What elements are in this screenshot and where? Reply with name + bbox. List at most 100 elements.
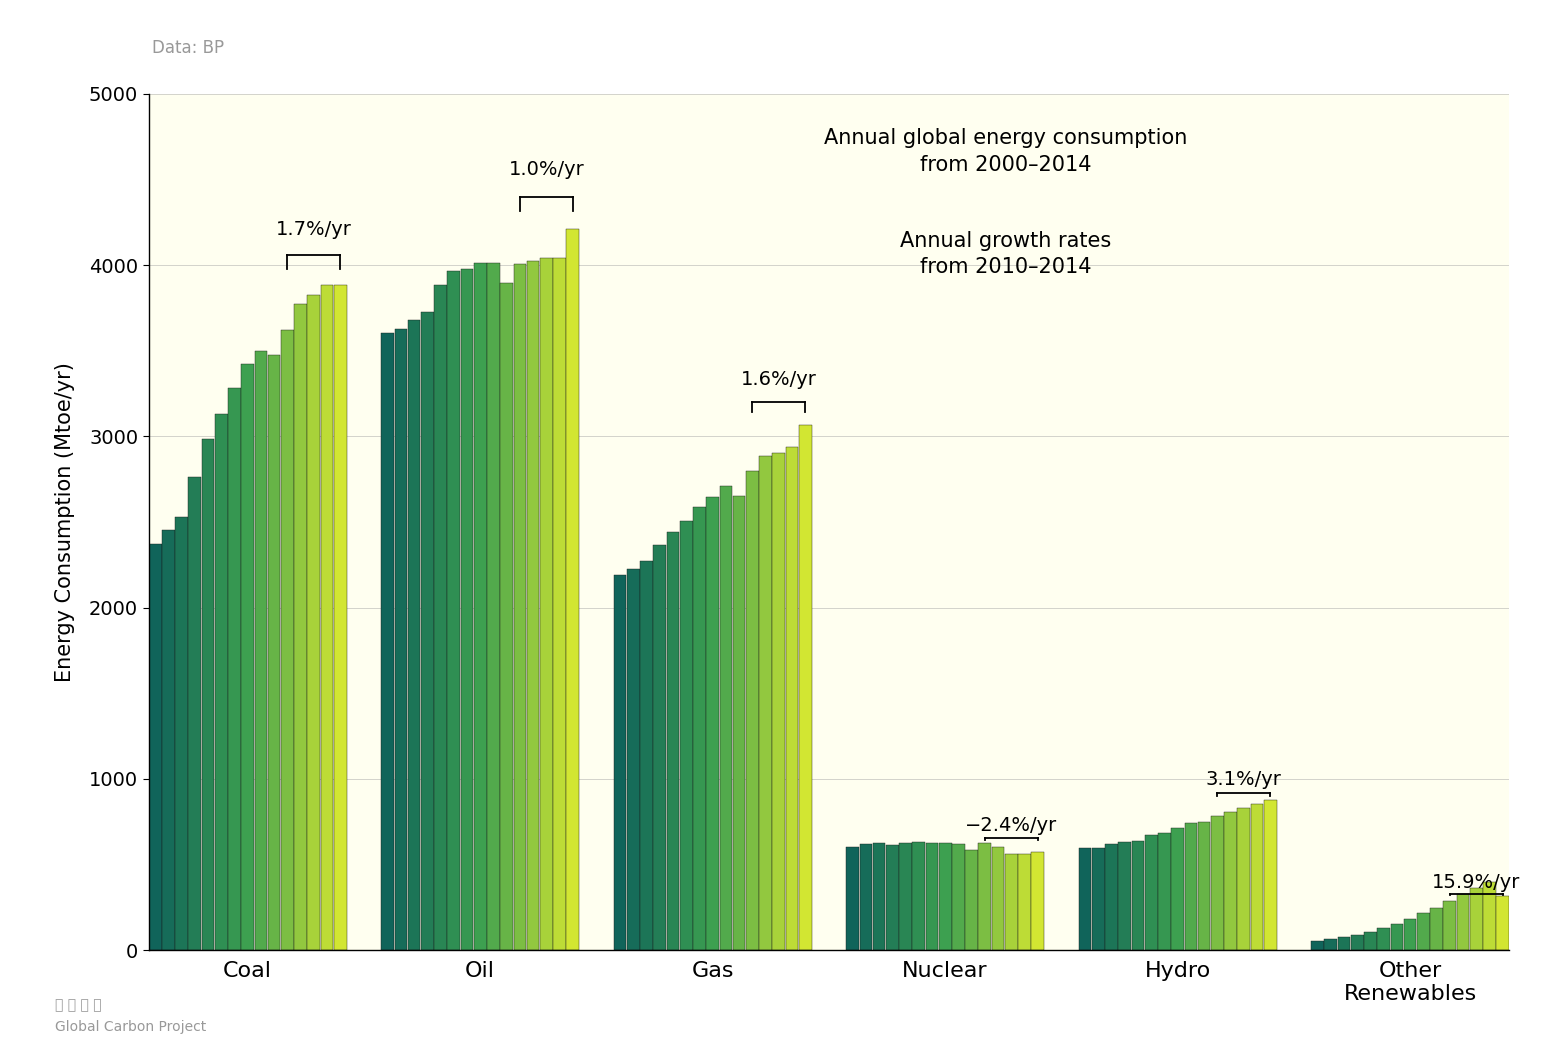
Bar	[1417, 914, 1429, 950]
Text: 1.6%/yr: 1.6%/yr	[741, 370, 816, 388]
Bar	[1404, 919, 1417, 950]
Bar	[912, 843, 924, 950]
Bar	[1378, 928, 1390, 950]
Bar	[202, 440, 214, 950]
Bar	[666, 532, 679, 950]
Bar	[308, 294, 321, 950]
Y-axis label: Energy Consumption (Mtoe/yr): Energy Consumption (Mtoe/yr)	[55, 362, 75, 682]
Text: Ⓒ ⓘ Ⓢ Ⓒ: Ⓒ ⓘ Ⓢ Ⓒ	[55, 999, 102, 1013]
Bar	[500, 283, 513, 950]
Bar	[527, 261, 540, 950]
Bar	[421, 312, 433, 950]
Bar	[734, 496, 746, 950]
Text: Global Carbon Project: Global Carbon Project	[55, 1020, 206, 1034]
Bar	[1456, 894, 1469, 950]
Bar	[1429, 908, 1444, 950]
Bar	[1364, 931, 1376, 950]
Bar	[979, 843, 992, 950]
Text: 15.9%/yr: 15.9%/yr	[1433, 873, 1520, 893]
Bar	[707, 497, 719, 950]
Bar	[333, 285, 347, 950]
Bar	[241, 364, 253, 950]
Bar	[1311, 941, 1325, 950]
Bar	[860, 844, 873, 950]
Text: Annual growth rates
from 2010–2014: Annual growth rates from 2010–2014	[901, 231, 1112, 278]
Bar	[1225, 811, 1237, 950]
Bar	[294, 304, 307, 950]
Bar	[680, 521, 693, 950]
Bar	[719, 485, 732, 950]
Bar	[1145, 835, 1157, 950]
Bar	[965, 850, 978, 950]
Bar	[1251, 804, 1264, 950]
Bar	[1006, 854, 1018, 950]
Bar	[1031, 852, 1045, 950]
Bar	[1351, 934, 1364, 950]
Bar	[1184, 823, 1196, 950]
Bar	[1106, 845, 1118, 950]
Text: −2.4%/yr: −2.4%/yr	[965, 816, 1057, 835]
Bar	[408, 321, 421, 950]
Bar	[513, 264, 526, 950]
Bar	[773, 453, 785, 950]
Bar	[992, 847, 1004, 950]
Bar	[654, 545, 666, 950]
Bar	[175, 517, 188, 950]
Bar	[382, 333, 394, 950]
Bar	[163, 529, 175, 950]
Text: 1.0%/yr: 1.0%/yr	[508, 160, 585, 179]
Bar	[321, 285, 333, 950]
Bar	[540, 258, 552, 950]
Bar	[461, 268, 474, 950]
Bar	[267, 355, 280, 950]
Bar	[1118, 841, 1131, 950]
Bar	[873, 844, 885, 950]
Bar	[435, 285, 447, 950]
Bar	[1157, 832, 1171, 950]
Bar	[613, 575, 627, 950]
Bar	[1132, 841, 1145, 950]
Bar	[885, 846, 899, 950]
Bar	[1171, 828, 1184, 950]
Bar	[554, 258, 566, 950]
Bar	[640, 562, 652, 950]
Bar	[846, 847, 859, 950]
Text: Data: BP: Data: BP	[152, 40, 224, 57]
Bar	[938, 844, 951, 950]
Bar	[693, 507, 705, 950]
Bar	[474, 263, 486, 950]
Bar	[1198, 822, 1211, 950]
Bar	[746, 472, 759, 950]
Bar	[214, 414, 228, 950]
Bar	[1018, 854, 1031, 950]
Bar	[627, 569, 640, 950]
Bar	[1325, 939, 1337, 950]
Bar	[785, 447, 798, 950]
Bar	[189, 477, 202, 950]
Bar	[566, 229, 579, 950]
Text: Annual global energy consumption
from 2000–2014: Annual global energy consumption from 20…	[824, 128, 1187, 174]
Text: 3.1%/yr: 3.1%/yr	[1206, 770, 1281, 789]
Bar	[1497, 896, 1509, 950]
Bar	[1390, 924, 1403, 950]
Bar	[1264, 800, 1276, 950]
Bar	[1337, 936, 1350, 950]
Text: 1.7%/yr: 1.7%/yr	[275, 220, 352, 239]
Bar	[799, 425, 812, 950]
Bar	[1079, 848, 1092, 950]
Bar	[1470, 887, 1483, 950]
Bar	[759, 456, 773, 950]
Bar	[149, 544, 161, 950]
Bar	[486, 263, 500, 950]
Bar	[282, 330, 294, 950]
Bar	[952, 844, 965, 950]
Bar	[228, 388, 241, 950]
Bar	[899, 843, 912, 950]
Bar	[1444, 901, 1456, 950]
Bar	[394, 329, 407, 950]
Bar	[1211, 815, 1223, 950]
Bar	[255, 351, 267, 950]
Bar	[447, 271, 460, 950]
Bar	[1483, 882, 1495, 950]
Bar	[1237, 808, 1250, 950]
